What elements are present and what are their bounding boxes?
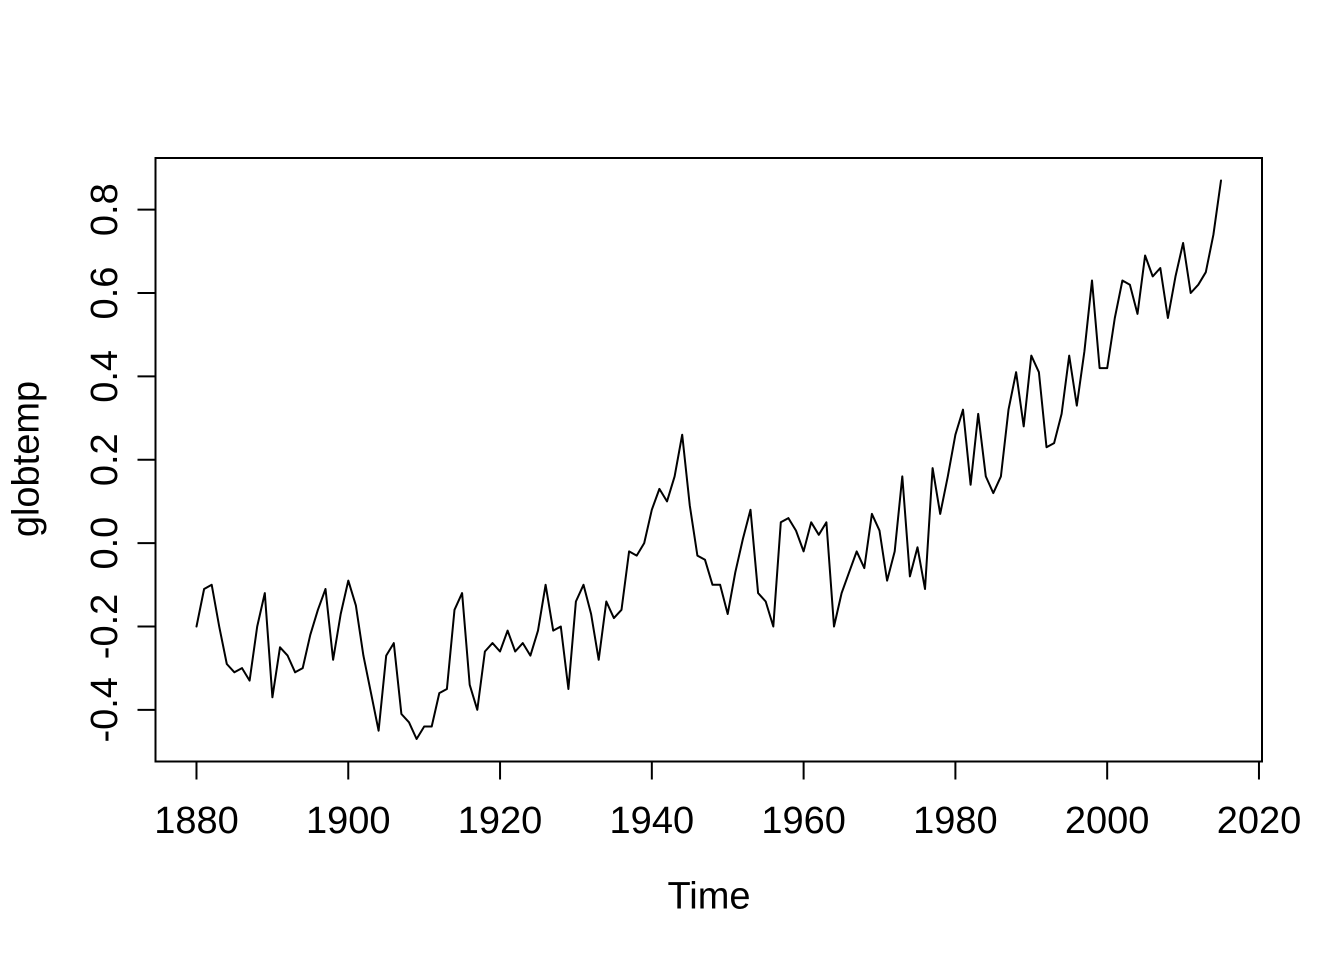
x-axis-tick-label: 2020	[1217, 800, 1302, 842]
x-axis-tick-label: 1900	[306, 800, 391, 842]
x-axis-tick-label: 1980	[913, 800, 998, 842]
globtemp-series-line	[195, 179, 1222, 740]
x-axis-tick-label: 2000	[1065, 800, 1150, 842]
y-axis-tick-label: 0.8	[84, 183, 126, 236]
y-axis-tick-label: -0.4	[84, 677, 126, 742]
y-axis-tick-label: 0.6	[84, 267, 126, 320]
plot-box	[154, 157, 1263, 763]
x-axis-tick-label: 1960	[761, 800, 846, 842]
y-axis-tick-label: 0.0	[84, 517, 126, 570]
y-axis-tick-label: 0.2	[84, 433, 126, 486]
y-axis-tick-label: -0.2	[84, 594, 126, 659]
x-axis-title: Time	[667, 875, 751, 918]
x-axis-tick-label: 1940	[610, 800, 695, 842]
x-axis-tick-label: 1920	[458, 800, 543, 842]
y-axis-tick-label: 0.4	[84, 350, 126, 403]
x-axis-tick-label: 1880	[154, 800, 239, 842]
y-axis-title: globtemp	[5, 380, 48, 538]
